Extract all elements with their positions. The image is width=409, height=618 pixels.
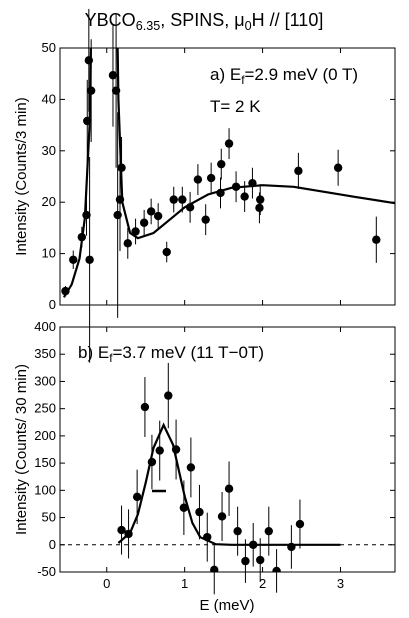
plot-area bbox=[61, 48, 395, 298]
text-part: T= 2 K bbox=[210, 97, 261, 116]
y-tick-label: 400 bbox=[34, 319, 56, 334]
x-tick-label: 0 bbox=[103, 576, 110, 591]
y-axis-label: Intensity (Counts/ 30 min) bbox=[13, 364, 30, 535]
text-part: , SPINS, bbox=[160, 10, 234, 30]
y-tick-label: -50 bbox=[37, 564, 56, 579]
figure-title: YBCO6.35, SPINS, μ0H // [110] bbox=[85, 10, 324, 33]
y-tick-label: 300 bbox=[34, 373, 56, 388]
x-tick-label: 1 bbox=[181, 576, 188, 591]
y-tick-label: 100 bbox=[34, 482, 56, 497]
y-axis-label: Intensity (Counts/3 min) bbox=[13, 97, 30, 255]
y-tick-label: 350 bbox=[34, 346, 56, 361]
text-part: =3.7 meV (11 T−0T) bbox=[113, 343, 265, 362]
y-tick-label: 10 bbox=[42, 246, 56, 261]
y-tick-label: 250 bbox=[34, 401, 56, 416]
plot-frame bbox=[59, 326, 396, 573]
text-part: b) E bbox=[78, 343, 109, 362]
y-tick-label: 40 bbox=[42, 91, 56, 106]
annotation: T= 2 K bbox=[210, 97, 261, 116]
x-tick-label: 3 bbox=[337, 576, 344, 591]
y-tick-label: 50 bbox=[42, 40, 56, 55]
y-tick-label: 150 bbox=[34, 455, 56, 470]
y-tick-label: 30 bbox=[42, 143, 56, 158]
subscript: 6.35 bbox=[136, 19, 161, 33]
x-axis-label: E (meV) bbox=[199, 597, 254, 614]
subscript: f bbox=[241, 73, 245, 87]
text-part: μ bbox=[234, 10, 244, 30]
x-tick-label: 2 bbox=[259, 576, 266, 591]
annotation: a) Ef=2.9 meV (0 T) bbox=[210, 65, 358, 87]
text-part: =2.9 meV (0 T) bbox=[245, 65, 359, 84]
y-tick-label: 200 bbox=[34, 428, 56, 443]
subscript: 0 bbox=[245, 19, 252, 33]
plot-frame bbox=[59, 47, 396, 306]
y-tick-label: 0 bbox=[49, 537, 56, 552]
text-part: a) E bbox=[210, 65, 241, 84]
text-part: H // [110] bbox=[252, 10, 324, 30]
fit-curve bbox=[117, 422, 341, 546]
text-part: YBCO bbox=[85, 10, 136, 30]
y-tick-label: 20 bbox=[42, 194, 56, 209]
annotation: b) Ef=3.7 meV (11 T−0T) bbox=[78, 343, 264, 365]
y-tick-label: 50 bbox=[42, 510, 56, 525]
y-tick-label: 0 bbox=[49, 297, 56, 312]
subscript: f bbox=[109, 351, 113, 365]
